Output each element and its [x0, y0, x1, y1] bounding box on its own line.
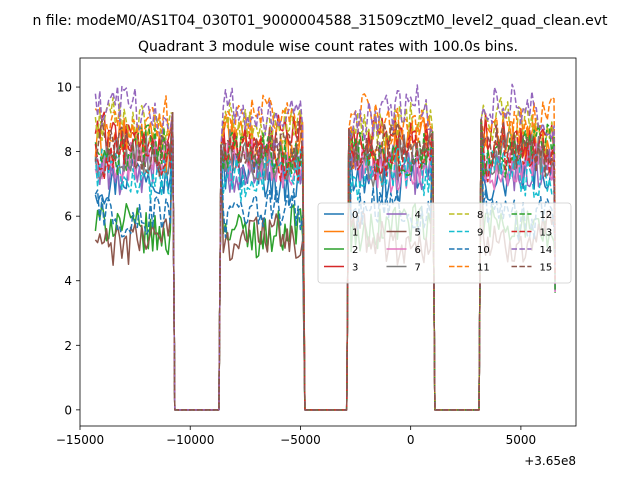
legend-label-0: 0 [352, 210, 358, 221]
axes-frame [79, 57, 577, 427]
chart-title: Quadrant 3 module wise count rates with … [138, 39, 518, 55]
legend-label-9: 9 [477, 228, 483, 239]
legend-label-2: 2 [352, 245, 358, 256]
series-15-line [94, 112, 556, 411]
legend-label-7: 7 [415, 263, 421, 274]
y-tick-label: 4 [64, 274, 72, 288]
series-14-line [94, 83, 556, 411]
series-12-line [94, 112, 556, 411]
x-tick-label: −5000 [280, 433, 321, 447]
x-tick-label: −15000 [56, 433, 104, 447]
legend-label-13: 13 [540, 228, 553, 239]
figure-suptitle: n file: modeM0/AS1T04_030T01_9000004588_… [32, 13, 608, 29]
x-offset-label: +3.65e8 [524, 454, 576, 468]
y-tick-label: 0 [64, 403, 72, 417]
legend-label-6: 6 [415, 245, 421, 256]
y-tick-label: 6 [64, 210, 72, 224]
legend-label-14: 14 [540, 245, 553, 256]
x-tick-label: 5000 [506, 433, 537, 447]
legend-label-4: 4 [415, 210, 421, 221]
legend-label-5: 5 [415, 228, 421, 239]
legend-label-3: 3 [352, 263, 358, 274]
x-tick-label: 0 [407, 433, 415, 447]
legend-box [317, 202, 572, 284]
y-tick-label: 2 [64, 339, 72, 353]
legend-label-8: 8 [477, 210, 483, 221]
legend-label-11: 11 [477, 263, 490, 274]
x-tick-label: −10000 [166, 433, 214, 447]
legend-label-15: 15 [540, 263, 553, 274]
y-tick-label: 8 [64, 145, 72, 159]
legend-label-1: 1 [352, 228, 358, 239]
series-13-line [94, 112, 556, 411]
y-axis-ticks: 0 2 4 6 8 10 [57, 81, 80, 417]
legend-label-10: 10 [477, 245, 490, 256]
y-tick-label: 10 [57, 81, 72, 95]
x-axis-ticks: −15000 −10000 −5000 0 5000 [56, 426, 536, 447]
legend-label-12: 12 [540, 210, 553, 221]
